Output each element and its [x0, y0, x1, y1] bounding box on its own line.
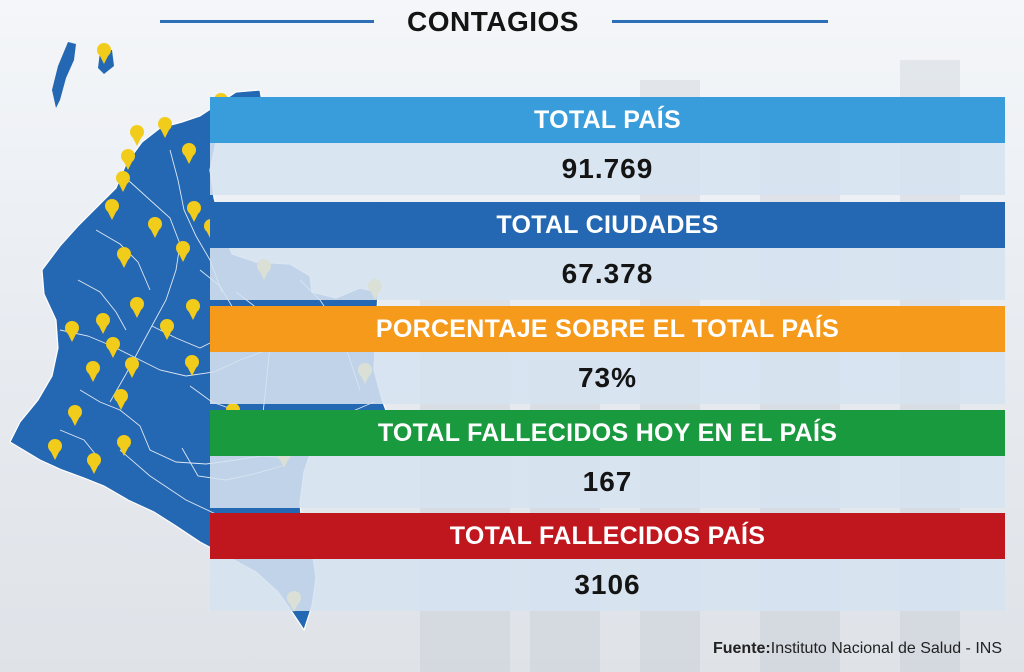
map-pin-icon: [182, 143, 196, 164]
map-pin-icon: [117, 435, 131, 456]
map-pin-icon: [116, 171, 130, 192]
stat-value-total-ciudades: 67.378: [210, 248, 1005, 300]
source-credit: Fuente:Instituto Nacional de Salud - INS: [713, 640, 1002, 658]
map-pin-icon: [87, 453, 101, 474]
source-text: Instituto Nacional de Salud - INS: [770, 640, 1002, 657]
map-pin-icon: [48, 439, 62, 460]
stat-label-total-pais: TOTAL PAÍS: [210, 97, 1005, 143]
map-pin-icon: [176, 241, 190, 262]
map-pin-icon: [186, 299, 200, 320]
map-pin-icon: [68, 405, 82, 426]
header: CONTAGIOS: [0, 0, 1024, 52]
map-pin-icon: [114, 389, 128, 410]
stat-label-fallecidos-pais: TOTAL FALLECIDOS PAÍS: [210, 513, 1005, 559]
map-pin-icon: [97, 43, 111, 64]
map-pin-icon: [148, 217, 162, 238]
map-pin-icon: [158, 117, 172, 138]
map-pin-icon: [96, 313, 110, 334]
stat-value-porcentaje: 73%: [210, 352, 1005, 404]
stat-value-fallecidos-pais: 3106: [210, 559, 1005, 611]
map-pin-icon: [121, 149, 135, 170]
map-pin-icon: [125, 357, 139, 378]
map-pin-icon: [185, 355, 199, 376]
page-title: CONTAGIOS: [407, 6, 579, 37]
map-pin-icon: [160, 319, 174, 340]
map-pin-icon: [105, 199, 119, 220]
map-pin-icon: [187, 201, 201, 222]
stat-value-fallecidos-hoy: 167: [210, 456, 1005, 508]
stat-label-total-ciudades: TOTAL CIUDADES: [210, 202, 1005, 248]
stat-label-porcentaje: PORCENTAJE SOBRE EL TOTAL PAÍS: [210, 306, 1005, 352]
stat-value-total-pais: 91.769: [210, 143, 1005, 195]
island-san-andres: [52, 42, 76, 108]
map-pin-icon: [65, 321, 79, 342]
map-pin-icon: [130, 125, 144, 146]
map-pin-icon: [86, 361, 100, 382]
title-divider-left: [160, 20, 374, 23]
title-divider-right: [612, 20, 828, 23]
map-pin-icon: [130, 297, 144, 318]
stat-label-fallecidos-hoy: TOTAL FALLECIDOS HOY EN EL PAÍS: [210, 410, 1005, 456]
source-label: Fuente:: [712, 640, 771, 657]
map-pin-icon: [106, 337, 120, 358]
map-pin-icon: [117, 247, 131, 268]
